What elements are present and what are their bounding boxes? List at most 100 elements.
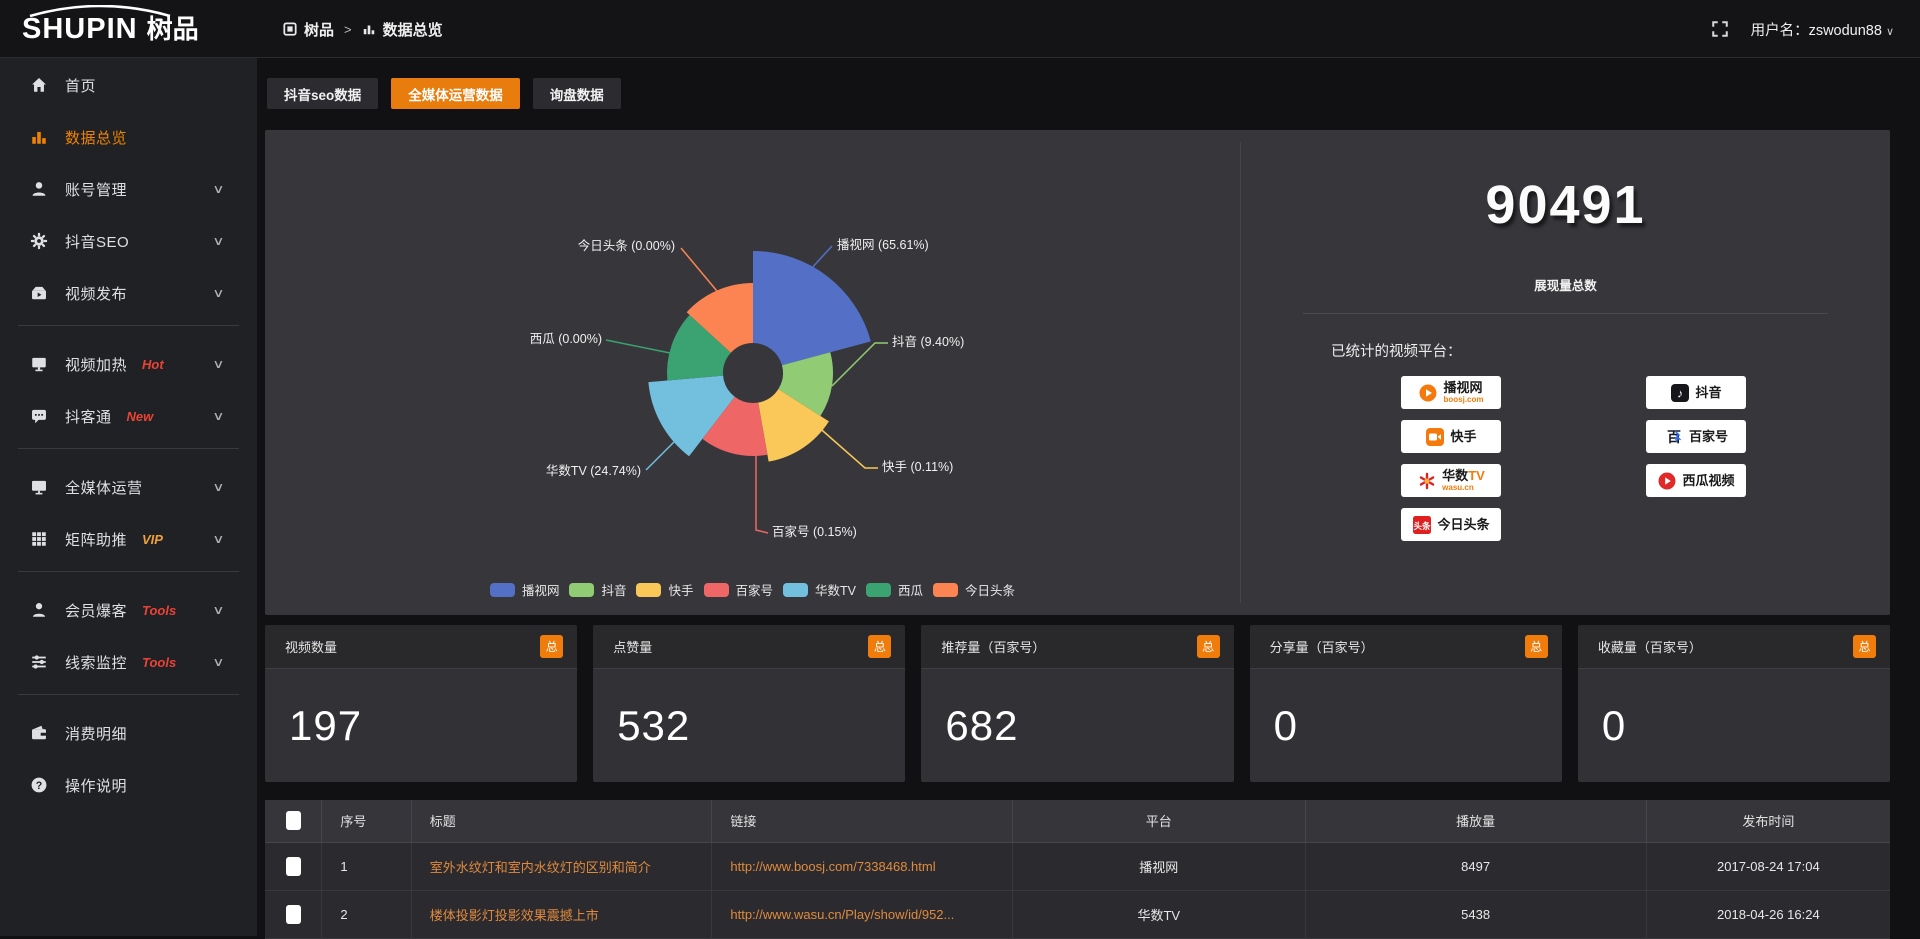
- platform-badge-sub: wasu.cn: [1442, 484, 1485, 492]
- sidebar-item-数据总览[interactable]: 数据总览: [0, 114, 257, 160]
- cell-url-link[interactable]: http://www.wasu.cn/Play/show/id/952...: [712, 890, 1013, 938]
- total-badge[interactable]: 总: [1197, 635, 1220, 658]
- legend-label: 西瓜: [898, 580, 923, 599]
- pie-label-华数TV: 华数TV (24.74%): [546, 463, 641, 478]
- stat-card-label: 推荐量（百家号）: [941, 637, 1045, 656]
- stat-card-header: 推荐量（百家号） 总: [921, 625, 1233, 669]
- platform-badge-西瓜视频[interactable]: 西瓜视频: [1646, 464, 1746, 497]
- legend-swatch: [636, 583, 661, 597]
- wasu-logo-icon: [1417, 471, 1437, 491]
- sidebar-item-账号管理[interactable]: 账号管理∨: [0, 166, 257, 212]
- main-content: 抖音seo数据全媒体运营数据询盘数据 播视网 (65.61%)抖音 (9.40%…: [265, 58, 1890, 936]
- select-all-checkbox[interactable]: [286, 811, 301, 830]
- total-badge[interactable]: 总: [540, 635, 563, 658]
- sidebar-divider: [18, 325, 239, 326]
- legend-item-华数TV[interactable]: 华数TV: [783, 580, 856, 599]
- pie-label-西瓜: 西瓜 (0.00%): [530, 332, 602, 346]
- stat-card-推荐量（百家号）: 推荐量（百家号） 总 682: [921, 625, 1233, 782]
- breadcrumb-separator: >: [344, 22, 352, 37]
- toutiao-logo-icon: 头条: [1412, 515, 1432, 535]
- breadcrumb-item-home[interactable]: 树品: [283, 19, 334, 40]
- row-checkbox[interactable]: [286, 857, 301, 876]
- sidebar-item-badge: New: [127, 409, 154, 424]
- cell-url-link[interactable]: http://www.boosj.com/7338468.html: [712, 842, 1013, 890]
- chart-legend: 播视网 抖音快手百家号华数TV 西瓜今日头条: [265, 580, 1240, 599]
- platform-badge-快手[interactable]: 快手: [1401, 420, 1501, 453]
- cell-platform: 华数TV: [1013, 890, 1306, 938]
- sidebar-item-全媒体运营[interactable]: 全媒体运营∨: [0, 464, 257, 510]
- platform-badge-百家号[interactable]: 百百家号: [1646, 420, 1746, 453]
- legend-item-西瓜[interactable]: 西瓜: [866, 580, 923, 599]
- legend-item-抖音[interactable]: 抖音: [569, 580, 626, 599]
- gear-icon: [30, 232, 48, 250]
- stat-card-body: 682: [921, 669, 1233, 782]
- cell-title-link[interactable]: 楼体投影灯投影效果震撼上市: [411, 890, 712, 938]
- sidebar-item-操作说明[interactable]: ?操作说明: [0, 762, 257, 808]
- sidebar-item-label: 抖音SEO: [65, 231, 129, 252]
- platform-badge-今日头条[interactable]: 头条今日头条: [1401, 508, 1501, 541]
- svg-text:♪: ♪: [1677, 386, 1683, 400]
- chevron-down-icon: ∨: [212, 357, 224, 371]
- grid-icon: [30, 530, 48, 548]
- total-badge[interactable]: 总: [1525, 635, 1548, 658]
- home-icon: [30, 76, 48, 94]
- stat-card-body: 0: [1578, 669, 1890, 782]
- breadcrumb-item-current[interactable]: 数据总览: [362, 19, 443, 40]
- legend-label: 抖音: [601, 580, 626, 599]
- chevron-down-icon: ∨: [212, 409, 224, 423]
- user-menu[interactable]: 用户名：zswodun88∨: [1751, 19, 1894, 40]
- sidebar-item-抖音SEO[interactable]: 抖音SEO∨: [0, 218, 257, 264]
- stat-card-body: 197: [265, 669, 577, 782]
- overview-panel: 播视网 (65.61%)抖音 (9.40%)快手 (0.11%)百家号 (0.1…: [265, 130, 1890, 615]
- sidebar-item-视频发布[interactable]: 视频发布∨: [0, 270, 257, 316]
- row-checkbox[interactable]: [286, 905, 301, 924]
- tab-全媒体运营数据[interactable]: 全媒体运营数据: [391, 78, 520, 109]
- cell-plays: 8497: [1305, 842, 1646, 890]
- legend-item-快手[interactable]: 快手: [636, 580, 693, 599]
- stat-card-header: 分享量（百家号）总: [1250, 625, 1562, 669]
- total-badge[interactable]: 总: [1853, 635, 1876, 658]
- svg-text:百: 百: [1667, 429, 1681, 445]
- sidebar-item-label: 消费明细: [65, 723, 127, 744]
- logo-arc-icon: [24, 5, 176, 17]
- pie-label-line-播视网: [810, 246, 832, 270]
- impressions-total-label: 展现量总数: [1241, 275, 1890, 294]
- platform-badge-name: 快手: [1450, 430, 1476, 443]
- legend-item-百家号[interactable]: 百家号: [704, 580, 774, 599]
- rose-pie-svg[interactable]: 播视网 (65.61%)抖音 (9.40%)快手 (0.11%)百家号 (0.1…: [265, 130, 1240, 615]
- sidebar-item-label: 视频加热: [65, 354, 127, 375]
- member-icon: [30, 601, 48, 619]
- impressions-total-value: 90491: [1241, 174, 1890, 236]
- pie-label-今日头条: 今日头条 (0.00%): [578, 238, 675, 253]
- cell-title-link[interactable]: 室外水纹灯和室内水纹灯的区别和简介: [411, 842, 712, 890]
- pie-label-line-华数TV: [646, 440, 676, 470]
- tab-抖音seo数据[interactable]: 抖音seo数据: [267, 78, 378, 109]
- platform-badge-抖音[interactable]: ♪抖音: [1646, 376, 1746, 409]
- table-header-row: 序号 标题 链接 平台 播放量 发布时间: [265, 800, 1890, 842]
- legend-item-播视网[interactable]: 播视网: [490, 580, 560, 599]
- sidebar-item-badge: Tools: [142, 655, 176, 670]
- legend-swatch: [704, 583, 729, 597]
- pie-label-播视网: 播视网 (65.61%): [837, 237, 929, 252]
- summary-divider: [1303, 313, 1828, 314]
- total-badge[interactable]: 总: [868, 635, 891, 658]
- legend-swatch: [490, 583, 515, 597]
- fullscreen-icon[interactable]: [1711, 20, 1729, 38]
- question-icon: ?: [30, 776, 48, 794]
- legend-item-今日头条[interactable]: 今日头条: [933, 580, 1015, 599]
- sidebar-item-消费明细[interactable]: 消费明细: [0, 710, 257, 756]
- cell-time: 2018-04-26 16:24: [1646, 890, 1890, 938]
- tab-询盘数据[interactable]: 询盘数据: [533, 78, 621, 109]
- sidebar-item-首页[interactable]: 首页: [0, 62, 257, 108]
- sidebar-item-label: 矩阵助推: [65, 529, 127, 550]
